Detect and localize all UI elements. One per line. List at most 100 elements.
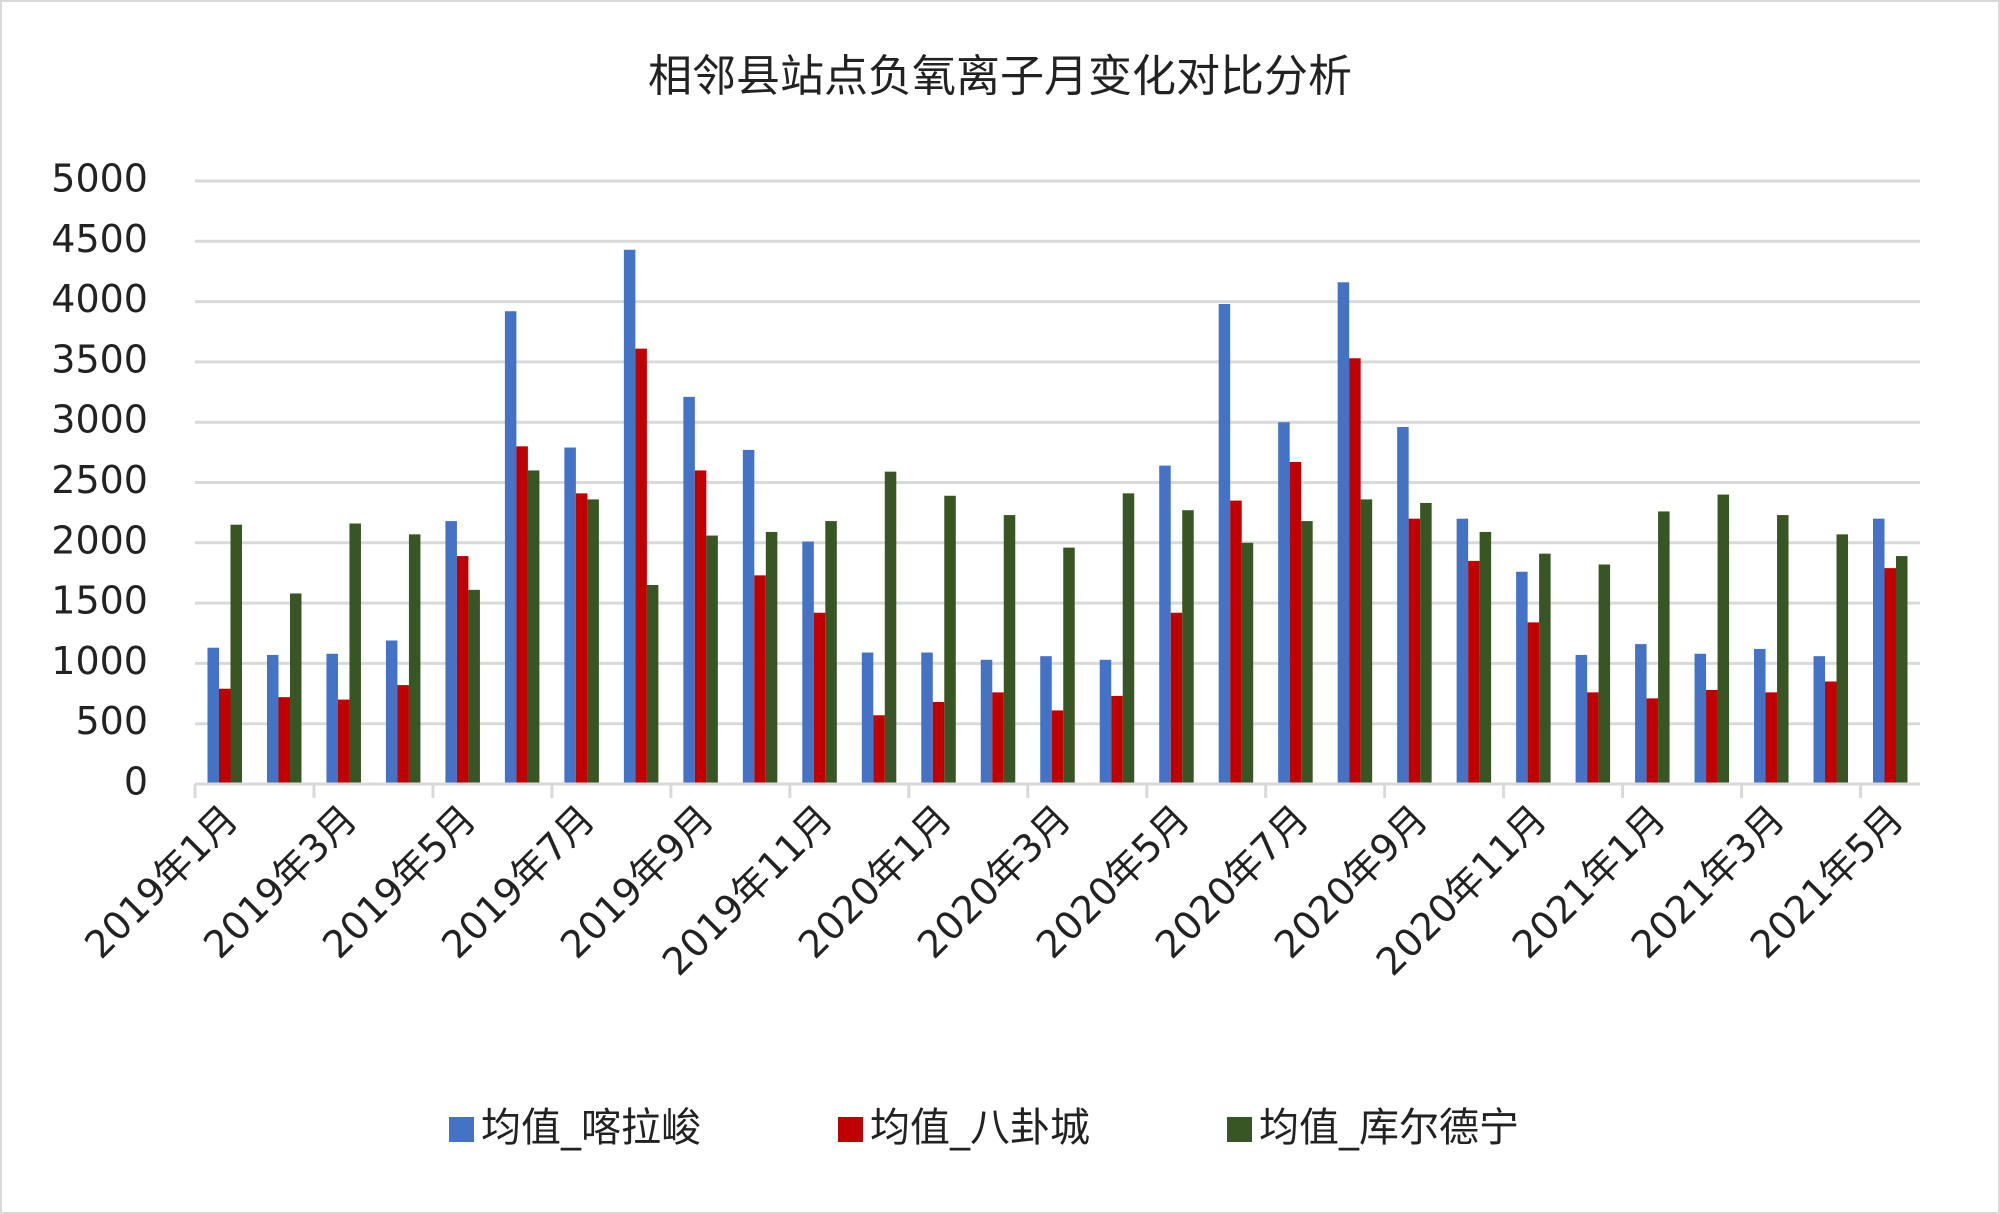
bar (1099, 659, 1112, 784)
legend-swatch (838, 1117, 863, 1142)
bar (1122, 493, 1135, 784)
bar (445, 521, 457, 784)
bar (527, 470, 540, 784)
legend-label: 均值_八卦城 (870, 1105, 1090, 1151)
bar (1397, 427, 1409, 784)
bar (504, 311, 517, 784)
bar (1873, 518, 1885, 784)
bar (1051, 710, 1064, 784)
bar (932, 701, 945, 784)
bar (1420, 503, 1432, 784)
bar (1813, 656, 1826, 784)
bar (1456, 518, 1469, 784)
bar (218, 688, 231, 784)
legend-label: 均值_喀拉峻 (481, 1105, 701, 1151)
bar (1170, 612, 1183, 784)
bar (683, 396, 695, 784)
bar (337, 699, 350, 784)
y-tick-label: 3000 (51, 398, 148, 442)
bar (456, 556, 469, 784)
bar (1635, 644, 1647, 784)
bar (1289, 461, 1302, 784)
bar (1301, 521, 1313, 784)
bar (230, 524, 242, 784)
bar (1111, 695, 1123, 784)
bar (980, 659, 993, 784)
bar (1658, 511, 1670, 784)
bar (1241, 542, 1254, 784)
bar (1337, 282, 1350, 784)
bar (516, 446, 528, 784)
bar (1539, 553, 1551, 784)
bar (884, 471, 897, 784)
bar (1896, 556, 1908, 784)
bar (706, 535, 718, 784)
bar (575, 493, 588, 784)
bar (349, 523, 361, 784)
bar (992, 692, 1004, 784)
bar (742, 449, 755, 784)
bar (646, 585, 659, 784)
bar (1182, 510, 1194, 784)
bar (623, 249, 636, 784)
bar (1408, 518, 1421, 784)
bar (1479, 531, 1492, 784)
bar (1349, 358, 1361, 784)
bar (326, 653, 338, 784)
bar (564, 447, 576, 784)
bar (385, 640, 398, 784)
bar (1159, 465, 1171, 784)
bar (1230, 500, 1242, 784)
y-tick-label: 1000 (51, 639, 148, 683)
bar (207, 647, 219, 784)
bar (278, 697, 290, 784)
y-tick-label: 500 (75, 699, 148, 743)
bar (1516, 571, 1528, 784)
bar (873, 715, 885, 784)
legend-swatch (449, 1117, 474, 1142)
bar (813, 612, 826, 784)
y-tick-label: 4000 (51, 277, 148, 321)
bar (1527, 622, 1540, 784)
bar (1825, 681, 1837, 784)
bar (802, 541, 814, 784)
bar (1765, 692, 1778, 784)
bar (694, 470, 707, 784)
bar (1003, 515, 1016, 784)
bar (861, 652, 874, 784)
bar (408, 534, 421, 784)
bar (944, 495, 956, 784)
bar (1360, 499, 1373, 784)
bar (1575, 654, 1588, 784)
y-tick-label: 2000 (51, 518, 148, 562)
bar (765, 531, 778, 784)
y-tick-label: 3500 (51, 337, 148, 381)
bar (1777, 515, 1789, 784)
bar (1063, 547, 1075, 784)
bar (1646, 698, 1659, 784)
bar (1694, 653, 1707, 784)
legend-label: 均值_库尔德宁 (1259, 1105, 1519, 1151)
legend-swatch (1227, 1117, 1252, 1142)
bar (1278, 422, 1290, 784)
bar (397, 685, 409, 784)
bar (1836, 534, 1849, 784)
bar (289, 593, 302, 784)
chart-title: 相邻县站点负氧离子月变化对比分析 (648, 51, 1352, 102)
bar (1218, 304, 1231, 784)
bar (1706, 689, 1718, 784)
bar (1754, 648, 1766, 784)
bar (1040, 656, 1052, 784)
y-tick-label: 2500 (51, 458, 148, 502)
bar (1717, 494, 1730, 784)
bar (1884, 568, 1897, 784)
bar (1587, 692, 1599, 784)
bar (468, 589, 480, 784)
y-tick-label: 0 (124, 760, 148, 804)
bar (635, 348, 647, 784)
bar (266, 654, 279, 784)
bar (825, 521, 837, 784)
y-tick-label: 4500 (51, 217, 148, 261)
